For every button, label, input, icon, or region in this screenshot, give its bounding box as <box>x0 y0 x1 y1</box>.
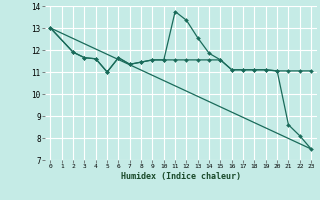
X-axis label: Humidex (Indice chaleur): Humidex (Indice chaleur) <box>121 172 241 181</box>
